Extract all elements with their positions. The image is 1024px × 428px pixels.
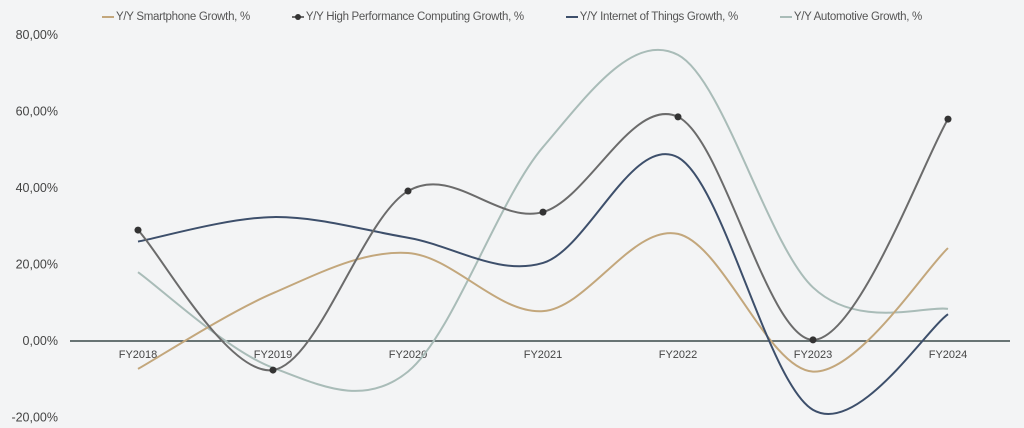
x-tick-label: FY2022 <box>659 349 698 361</box>
legend-item: Y/Y Internet of Things Growth, % <box>565 6 738 28</box>
legend-swatch <box>291 14 304 20</box>
data-point <box>134 226 142 234</box>
series-line <box>137 113 949 372</box>
legend-item: Y/Y High Performance Computing Growth, % <box>291 6 524 28</box>
legend-item: Y/Y Automotive Growth, % <box>779 6 922 28</box>
legend-swatch <box>565 16 578 18</box>
data-point <box>944 115 952 123</box>
data-point <box>404 187 412 195</box>
series-line <box>137 48 949 392</box>
y-tick-label: -20,00% <box>11 411 58 425</box>
y-tick-label: 0,00% <box>23 334 58 348</box>
x-tick-label: FY2021 <box>524 349 563 361</box>
legend-label: Y/Y Internet of Things Growth, % <box>579 11 738 23</box>
legend-swatch <box>102 16 115 18</box>
data-point <box>539 208 547 216</box>
series-line <box>137 232 949 373</box>
x-tick-label: FY2019 <box>254 349 293 361</box>
legend-label: Y/Y High Performance Computing Growth, % <box>305 11 524 23</box>
legend: Y/Y Smartphone Growth, % Y/Y High Perform… <box>0 6 1024 28</box>
series-line <box>137 153 949 415</box>
y-tick-label: 80,00% <box>16 28 58 42</box>
y-tick-label: 60,00% <box>16 105 58 119</box>
data-point <box>674 113 682 121</box>
data-point <box>809 336 817 344</box>
x-tick-label: FY2020 <box>389 349 428 361</box>
legend-label: Y/Y Smartphone Growth, % <box>116 11 250 23</box>
legend-item: Y/Y Smartphone Growth, % <box>102 6 250 28</box>
legend-swatch <box>779 16 792 18</box>
legend-label: Y/Y Automotive Growth, % <box>793 11 922 23</box>
x-tick-label: FY2018 <box>119 349 158 361</box>
data-point <box>269 366 277 374</box>
y-tick-label: 40,00% <box>16 181 58 195</box>
y-tick-label: 20,00% <box>16 258 58 272</box>
x-tick-label: FY2024 <box>929 349 968 361</box>
x-tick-label: FY2023 <box>794 349 833 361</box>
